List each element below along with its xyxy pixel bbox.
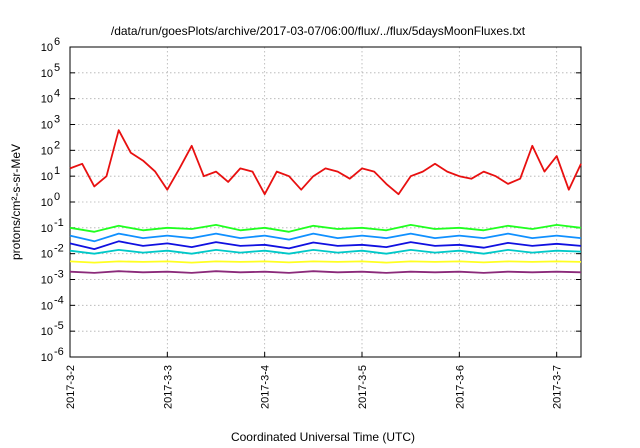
series-line-4	[69, 240, 582, 251]
y-tick-label-exponent: 1	[54, 165, 60, 177]
y-axis: 10 -610 -510 -410 -310 -210 -110 010 110 210 310 41…	[41, 36, 581, 364]
y-tick-label: 10	[41, 223, 53, 235]
y-tick-label: 10	[41, 275, 53, 287]
series-line-1	[69, 129, 582, 196]
series-line-6	[69, 260, 582, 264]
series-line-5	[69, 248, 582, 255]
x-tick-label: 2017-3-4	[260, 365, 272, 409]
y-tick-label: 10	[41, 300, 53, 312]
y-tick-label-exponent: 6	[54, 36, 60, 48]
series-line-3	[69, 232, 582, 243]
series-line-7	[69, 270, 582, 274]
series-line-2	[69, 223, 582, 233]
x-tick-label: 2017-3-7	[552, 365, 564, 409]
y-tick-label-exponent: -1	[54, 217, 64, 229]
x-tick-label: 2017-3-6	[454, 365, 466, 409]
y-tick-label-exponent: -2	[54, 243, 64, 255]
y-tick-label-exponent: 0	[54, 191, 60, 203]
y-tick-label: 10	[41, 42, 53, 54]
y-tick-label: 10	[41, 94, 53, 106]
chart-title: /data/run/goesPlots/archive/2017-03-07/0…	[111, 24, 526, 38]
y-tick-label: 10	[41, 171, 53, 183]
y-tick-label: 10	[41, 197, 53, 209]
x-axis-label: Coordinated Universal Time (UTC)	[231, 430, 415, 444]
y-tick-label: 10	[41, 120, 53, 132]
y-tick-label-exponent: 2	[54, 139, 60, 151]
y-tick-label: 10	[41, 326, 53, 338]
y-tick-label-exponent: -6	[54, 346, 64, 358]
y-tick-label-exponent: 3	[54, 114, 60, 126]
grid	[70, 47, 581, 357]
y-tick-label: 10	[41, 352, 53, 364]
x-tick-label: 2017-3-2	[65, 365, 77, 409]
y-tick-label-exponent: 5	[54, 62, 60, 74]
x-axis: 2017-3-2 2017-3-3 2017-3-4 2017-3-5 2017-3-6…	[65, 352, 564, 409]
y-tick-label: 10	[41, 249, 53, 261]
y-axis-label: protons/cm²-s-sr-MeV	[9, 144, 23, 260]
series-layer	[69, 129, 582, 274]
y-tick-label-exponent: -3	[54, 269, 64, 281]
y-tick-label-exponent: -4	[54, 294, 64, 306]
y-tick-label: 10	[41, 145, 53, 157]
x-tick-label: 2017-3-5	[357, 365, 369, 409]
y-tick-label-exponent: -5	[54, 320, 64, 332]
y-tick-label-exponent: 4	[54, 88, 60, 100]
y-tick-label: 10	[41, 68, 53, 80]
x-tick-label: 2017-3-3	[162, 365, 174, 409]
